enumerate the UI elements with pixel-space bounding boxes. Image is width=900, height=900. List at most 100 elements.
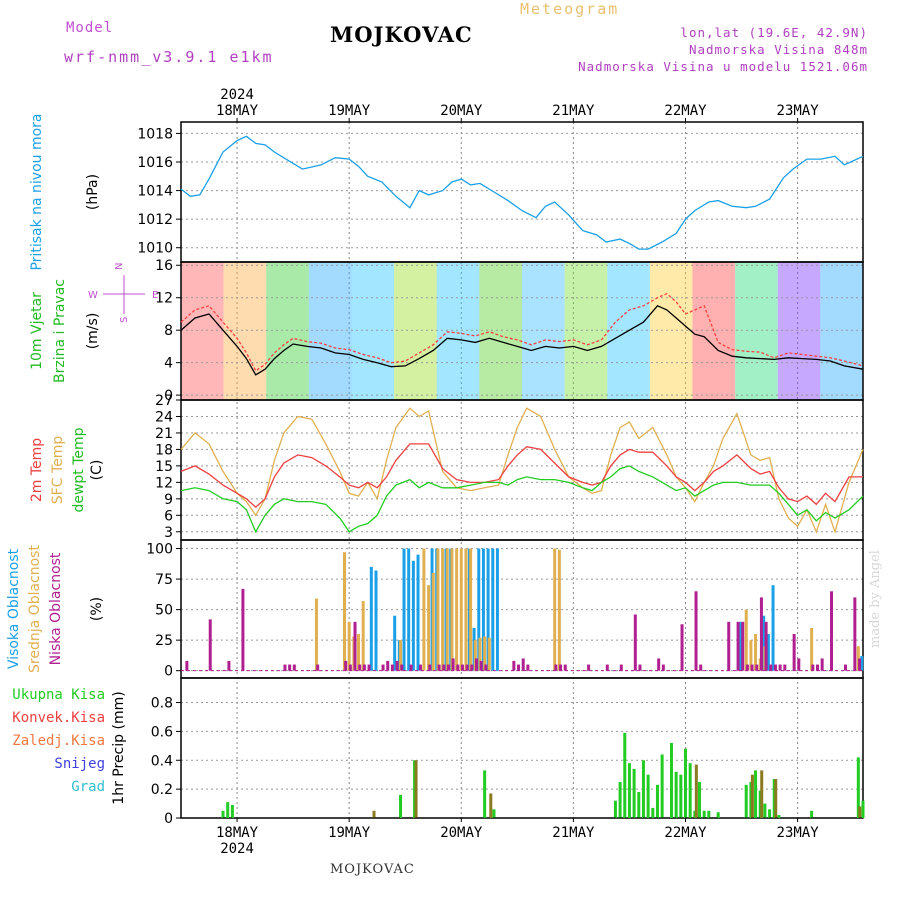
precip-legend-item: Konvek.Kisa (12, 710, 105, 726)
bar-niska-oblacnost (386, 660, 390, 671)
y-tick-label: 8 (164, 323, 173, 339)
bar-visoka-oblacnost (486, 548, 490, 671)
wind-band (564, 262, 608, 400)
bar-niska-oblacnost (745, 664, 749, 671)
bar-ukupna-kisa (613, 800, 617, 818)
year-label-top: 2024 (220, 87, 254, 103)
wind-band (181, 262, 224, 400)
day-label-top: 22MAY (664, 103, 707, 119)
day-label-bottom: 22MAY (664, 825, 707, 841)
bar-niska-oblacnost (820, 658, 824, 671)
bar-srednja-oblacnost (357, 634, 361, 671)
bar-niska-oblacnost (858, 658, 862, 671)
bar-ukupna-kisa (777, 815, 781, 818)
bar-srednja-oblacnost (455, 548, 459, 671)
series-line-2m-temp (180, 443, 863, 508)
bar-niska-oblacnost (292, 664, 296, 671)
bar-niska-oblacnost (792, 634, 796, 671)
bar-ukupna-kisa (627, 763, 631, 818)
y-tick-label: 3 (164, 525, 173, 541)
bar-niska-oblacnost (208, 619, 212, 671)
y-tick-label: 1018 (137, 126, 173, 142)
bar-srednja-oblacnost (441, 548, 445, 671)
y-tick-label: 16 (155, 258, 173, 274)
wind-band (394, 262, 437, 400)
bar-zaledj-kisa (489, 793, 493, 818)
bar-niska-oblacnost (853, 597, 857, 671)
bar-zaledj-kisa (760, 770, 764, 818)
day-label-bottom: 23MAY (777, 825, 820, 841)
bar-visoka-oblacnost (374, 570, 378, 671)
bar-zaledj-kisa (372, 810, 376, 818)
wind-band (308, 262, 352, 400)
y-tick-label: 12 (155, 475, 173, 491)
bar-niska-oblacnost (778, 664, 782, 671)
bar-niska-oblacnost (456, 664, 460, 671)
bar-visoka-oblacnost (738, 621, 742, 671)
cloud-low-axis-title: Niska Oblacnost (48, 552, 64, 665)
bar-ukupna-kisa (698, 781, 702, 818)
series-line-pritisak-na-nivou-mora (180, 135, 864, 250)
bar-srednja-oblacnost (478, 637, 482, 671)
bar-ukupna-kisa (856, 757, 860, 818)
day-label-top: 20MAY (440, 103, 483, 119)
bar-niska-oblacnost (755, 664, 759, 671)
bar-zaledj-kisa (858, 806, 862, 818)
bar-niska-oblacnost (521, 658, 525, 671)
y-tick-label: 4 (164, 356, 173, 372)
precip-legend-item: Grad (71, 779, 105, 795)
bar-visoka-oblacnost (481, 548, 485, 671)
bar-ukupna-kisa (399, 794, 403, 818)
pressure-axis-title: Pritisak na nivou mora (29, 113, 45, 270)
bar-ukupna-kisa (646, 774, 650, 818)
bar-niska-oblacnost (559, 664, 563, 671)
bar-visoka-oblacnost (369, 566, 373, 671)
bar-niska-oblacnost (605, 664, 609, 671)
bar-srednja-oblacnost (399, 640, 403, 671)
bar-niska-oblacnost (442, 664, 446, 671)
bar-ukupna-kisa (763, 803, 767, 818)
bar-srednja-oblacnost (431, 572, 435, 671)
bar-niska-oblacnost (727, 621, 731, 671)
bar-srednja-oblacnost (469, 548, 473, 671)
day-label-top: 18MAY (216, 103, 259, 119)
bar-srednja-oblacnost (553, 548, 557, 671)
wind-band (522, 262, 565, 400)
bar-niska-oblacnost (362, 664, 366, 671)
bar-visoka-oblacnost (411, 560, 415, 671)
bar-ukupna-kisa (768, 809, 772, 818)
bar-niska-oblacnost (657, 658, 661, 671)
bar-ukupna-kisa (716, 812, 720, 818)
coordinates: lon,lat (19.6E, 42.9N) (680, 25, 868, 40)
compass-n: N (114, 263, 125, 270)
cloud-high-axis-title: Visoka Oblacnost (6, 548, 22, 669)
compass-s: S (119, 317, 130, 323)
bar-niska-oblacnost (381, 664, 385, 671)
wind-axis-subtitle: Brzina i Pravac (52, 279, 68, 383)
bar-niska-oblacnost (353, 621, 357, 671)
bar-niska-oblacnost (811, 664, 815, 671)
bar-visoka-oblacnost (402, 548, 406, 671)
y-tick-label: 15 (155, 459, 173, 475)
bar-ukupna-kisa (679, 774, 683, 818)
bar-niska-oblacnost (587, 664, 591, 671)
bar-srednja-oblacnost (347, 621, 351, 671)
day-label-top: 21MAY (552, 103, 595, 119)
y-tick-label: 0 (164, 664, 173, 680)
day-label-top: 19MAY (328, 103, 371, 119)
bar-srednja-oblacnost (749, 640, 753, 671)
bar-srednja-oblacnost (464, 548, 468, 671)
bar-srednja-oblacnost (487, 637, 491, 671)
bar-srednja-oblacnost (754, 634, 758, 671)
bar-niska-oblacnost (512, 660, 516, 671)
precip-legend-item: Snijeg (54, 756, 105, 772)
day-label-bottom: 20MAY (440, 825, 483, 841)
bar-niska-oblacnost (185, 660, 189, 671)
bar-srednja-oblacnost (744, 609, 748, 671)
y-tick-label: 0.8 (151, 696, 173, 712)
y-tick-label: 100 (146, 542, 173, 558)
bar-niska-oblacnost (367, 664, 371, 671)
bar-ukupna-kisa (702, 810, 706, 818)
bar-niska-oblacnost (830, 591, 834, 671)
